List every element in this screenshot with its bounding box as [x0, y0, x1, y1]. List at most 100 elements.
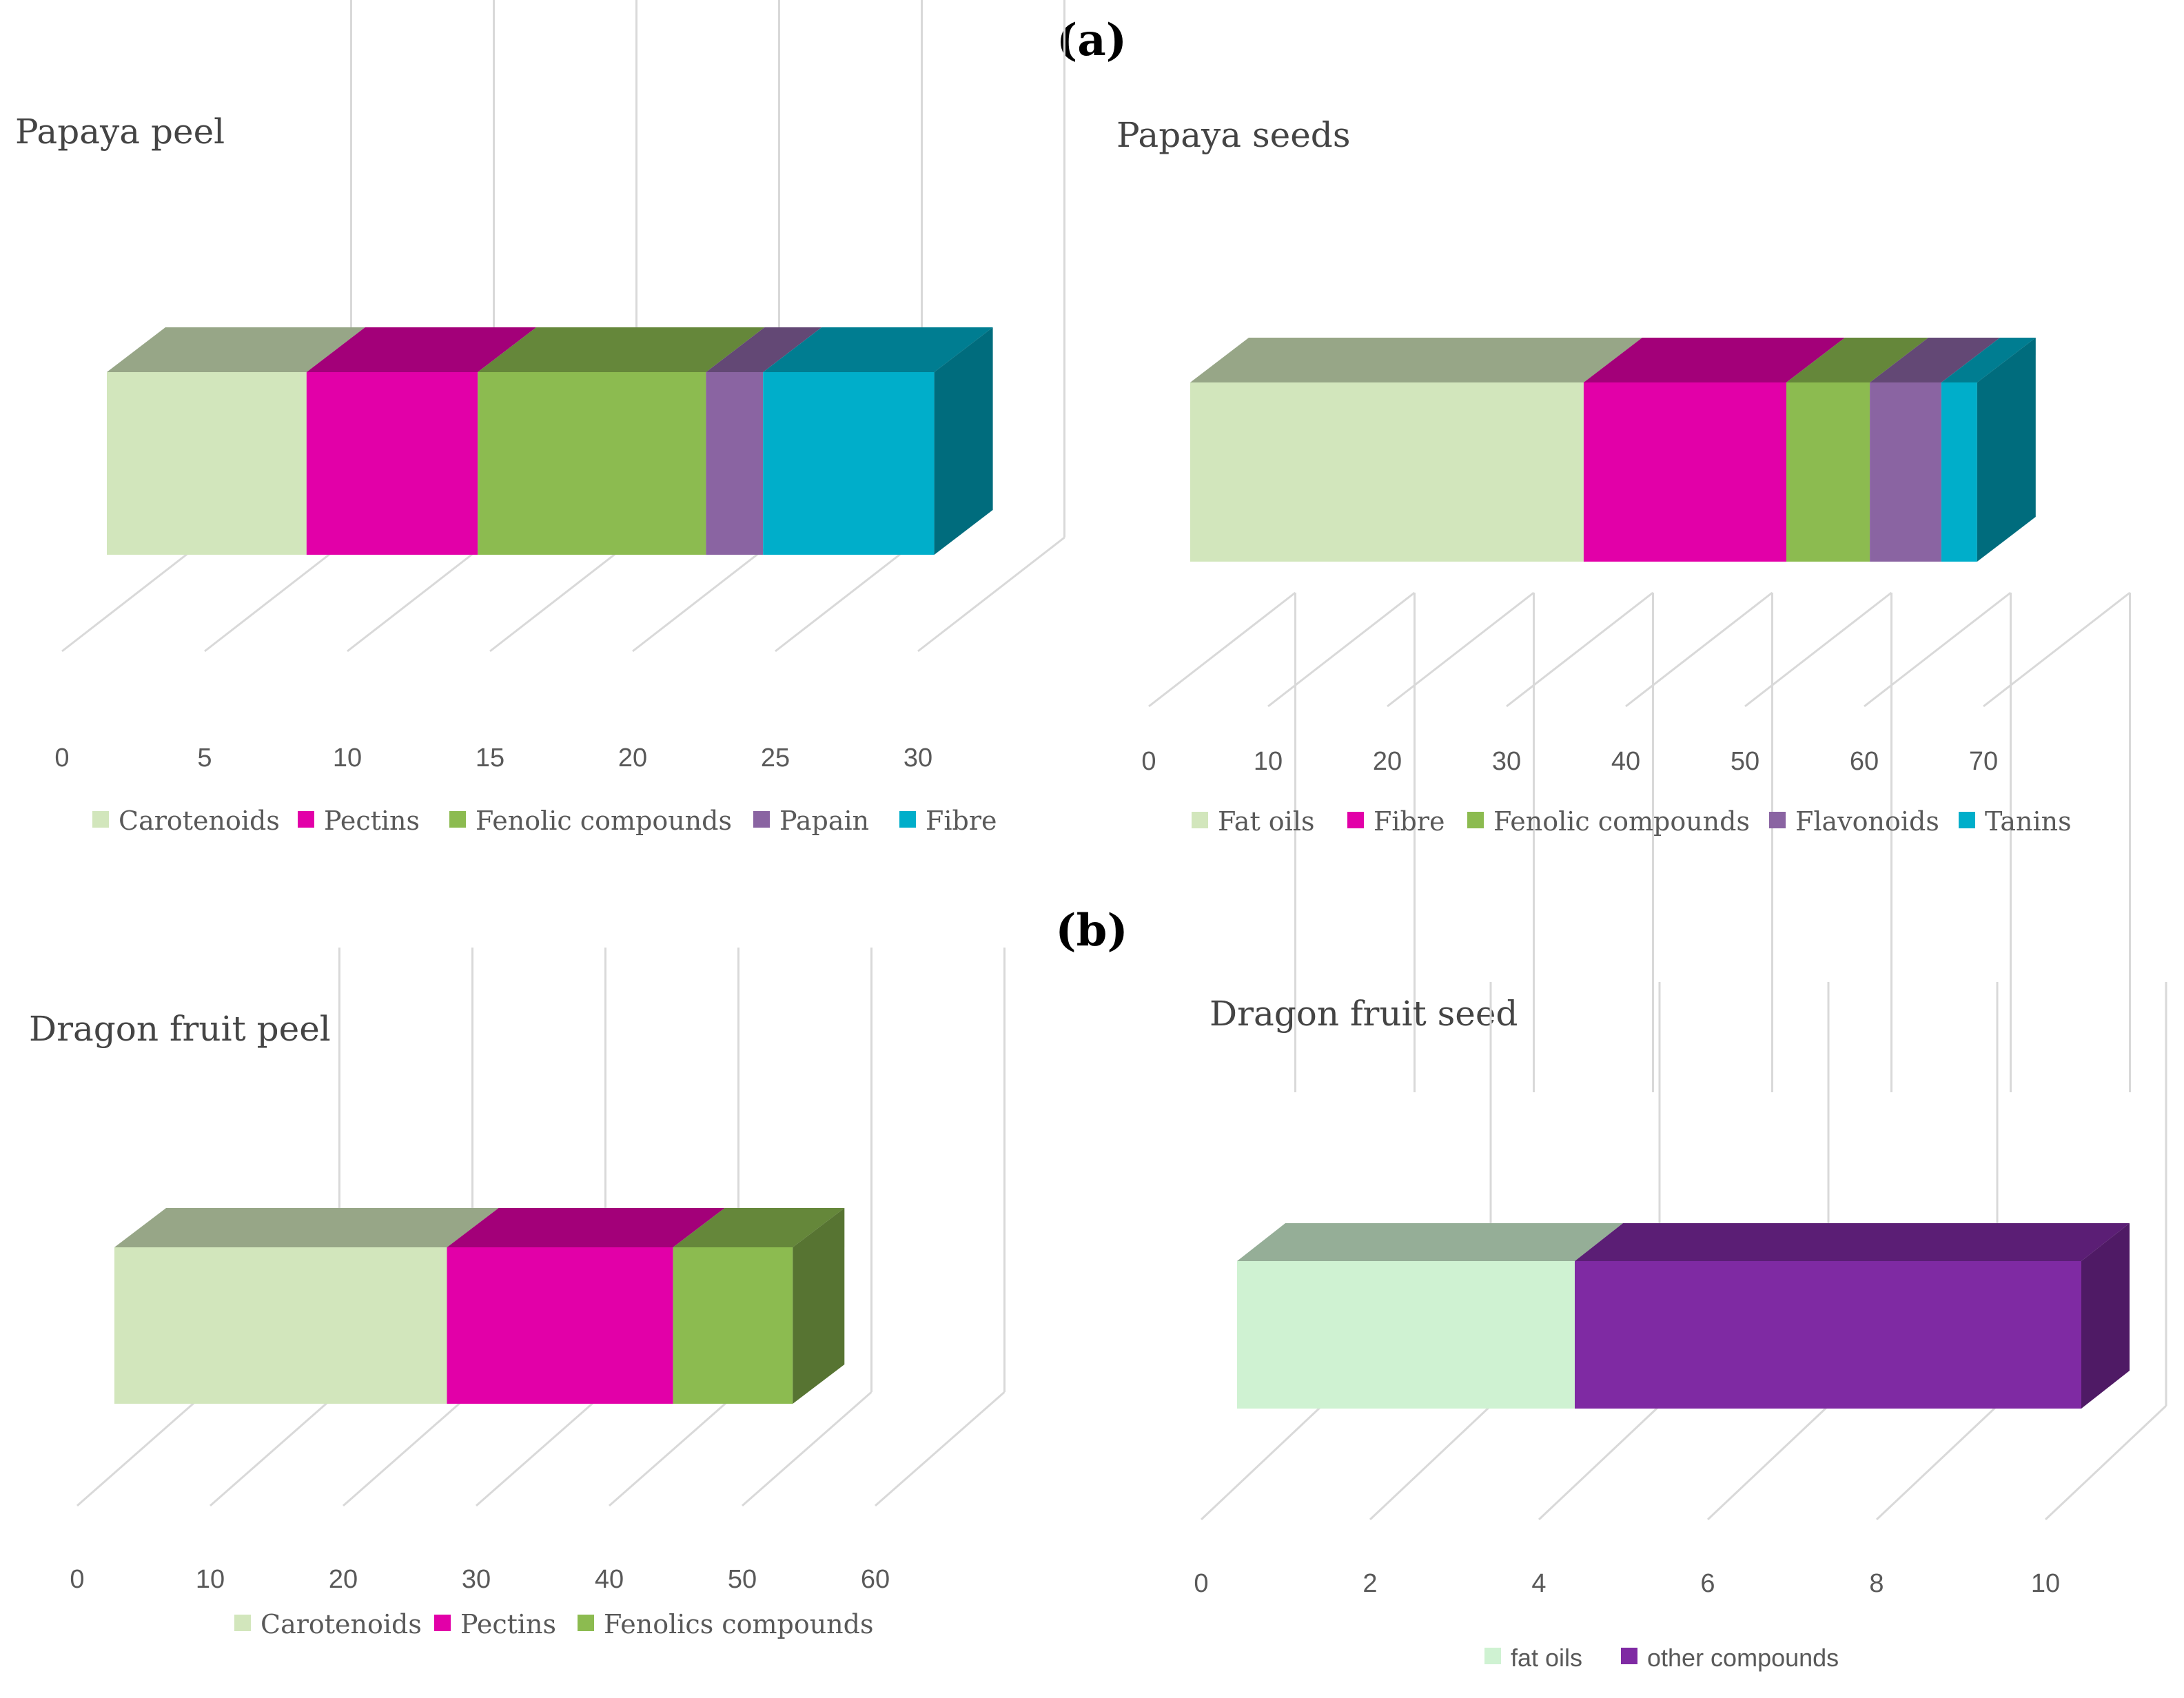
x-tick-label: 15	[476, 744, 504, 773]
x-tick-label: 60	[861, 1565, 890, 1594]
x-tick-label: 20	[1373, 747, 1402, 776]
gridline-floor	[347, 536, 495, 653]
bar-segment-pectins	[306, 372, 478, 555]
bar-segment-top-pectins	[306, 327, 537, 372]
gridline-floor	[1875, 1404, 1999, 1521]
bar-side-face	[793, 1208, 845, 1404]
gridline-floor	[1706, 1404, 1830, 1521]
x-tick-label: 6	[1700, 1569, 1715, 1598]
legend-label-fenolic-compounds: Fenolic compounds	[476, 806, 732, 836]
legend-label-fibre: Fibre	[926, 806, 997, 836]
chart-papaya-seeds: Papaya seeds 0 10 20 30 40 50 60 70 Fat oils Fibre…	[1116, 115, 2131, 1092]
x-tick-label: 10	[2031, 1569, 2060, 1598]
legend-label-tanins: Tanins	[1985, 806, 2072, 837]
x-tick-label: 10	[333, 744, 362, 773]
x-tick-label: 8	[1869, 1569, 1884, 1598]
x-tick-label: 60	[1850, 747, 1879, 776]
bar-segment-top-other-compounds	[1575, 1223, 2130, 1261]
bar-segment-top-fibre	[763, 327, 993, 372]
bar-segment-tanins	[1941, 382, 1977, 562]
bar-segment-top-fat-oils	[1237, 1223, 1623, 1261]
bar-segment-fibre	[763, 372, 935, 555]
gridline-floor	[1369, 1404, 1492, 1521]
bar-segment-top-carotenoids	[114, 1208, 499, 1247]
x-tick-label: 20	[329, 1565, 358, 1594]
bar-segment-fat-oils	[1190, 382, 1584, 562]
legend-swatch-fat-oils	[1484, 1648, 1501, 1664]
bar-segment-carotenoids	[114, 1247, 447, 1404]
x-tick-label: 20	[618, 744, 647, 773]
bar-segment-fenolic-compounds	[1786, 382, 1870, 562]
x-tick-label: 2	[1363, 1569, 1377, 1598]
bar-segment-other-compounds	[1575, 1261, 2081, 1409]
x-tick-label: 0	[54, 744, 69, 773]
gridline-floor	[1864, 591, 2012, 708]
gridline-floor	[609, 1391, 739, 1507]
gridline-floor	[917, 536, 1065, 653]
legend-swatch-other-compounds	[1621, 1648, 1637, 1664]
legend-swatch-flavonoids	[1769, 812, 1786, 828]
gridline-floor	[343, 1391, 473, 1507]
bar-segment-fat-oils	[1237, 1261, 1575, 1409]
bar-segment-top-papain	[706, 327, 822, 372]
x-tick-label: 30	[1492, 747, 1521, 776]
gridline-floor	[1506, 591, 1654, 708]
gridline-floor	[2044, 1404, 2167, 1521]
x-tick-label: 10	[1254, 747, 1283, 776]
x-tick-label: 0	[1141, 747, 1156, 776]
chart-dragon-fruit-peel: Dragon fruit peel 0 10 20 30 40 50 60 Carotenoid…	[29, 948, 1006, 1639]
bar-segment-fenolics-compounds	[673, 1247, 793, 1404]
bar-segment-pectins	[447, 1247, 673, 1404]
x-tick-label: 10	[196, 1565, 225, 1594]
gridline-floor	[476, 1391, 606, 1507]
legend-label-fenolics-compounds: Fenolics compounds	[604, 1609, 873, 1639]
chart-dragon-fruit-seed: Dragon fruit seed 0 2 4 6 8 10 fat oils other co…	[1194, 982, 2167, 1672]
legend-label-pectins: Pectins	[324, 806, 420, 836]
legend-label-fat-oils: fat oils	[1511, 1644, 1582, 1672]
gridline-floor	[61, 536, 210, 653]
bar-segment-top-fenolic-compounds	[478, 327, 765, 372]
legend-swatch-fibre	[899, 811, 916, 828]
gridline-floor	[489, 536, 637, 653]
gridline-floor	[742, 1391, 872, 1507]
legend-label-fibre: Fibre	[1374, 806, 1445, 837]
chart-title: Papaya peel	[15, 112, 225, 152]
bar-segment-carotenoids	[107, 372, 307, 555]
bar-segment-flavonoids	[1870, 382, 1941, 562]
legend-label-fat-oils: Fat oils	[1218, 806, 1314, 837]
x-tick-label: 4	[1531, 1569, 1546, 1598]
gridline-floor	[875, 1391, 1006, 1507]
legend-swatch-fenolic-compounds	[1467, 812, 1484, 828]
chart-title: Dragon fruit seed	[1210, 994, 1518, 1034]
bar-segment-top-carotenoids	[107, 327, 365, 372]
x-tick-label: 30	[904, 744, 932, 773]
panel-label-a: (a)	[1057, 14, 1127, 66]
gridline-floor	[1267, 591, 1416, 708]
bar-segment-top-fenolic-compounds	[1786, 338, 1929, 382]
gridline-floor	[1625, 591, 1773, 708]
legend-swatch-papain	[753, 811, 770, 828]
x-tick-label: 25	[761, 744, 790, 773]
bar-side-face	[2081, 1223, 2130, 1409]
gridline-floor	[775, 536, 923, 653]
x-tick-label: 0	[70, 1565, 84, 1594]
bar-segment-fenolic-compounds	[478, 372, 706, 555]
chart-title: Papaya seeds	[1116, 115, 1350, 155]
gridline-floor	[210, 1391, 340, 1507]
gridline-floor	[1744, 591, 1892, 708]
x-tick-label: 0	[1194, 1569, 1208, 1598]
legend-label-carotenoids: Carotenoids	[261, 1609, 422, 1639]
legend-swatch-fenolics-compounds	[578, 1615, 594, 1631]
legend-swatch-tanins	[1959, 812, 1975, 828]
bar-segment-top-pectins	[447, 1208, 725, 1247]
legend-label-pectins: Pectins	[460, 1609, 556, 1639]
x-tick-label: 40	[595, 1565, 624, 1594]
gridline-floor	[1387, 591, 1535, 708]
bar-side-face	[1977, 338, 2036, 562]
gridline-floor	[204, 536, 352, 653]
legend-swatch-pectins	[298, 811, 314, 828]
gridline-floor	[1148, 591, 1296, 708]
bar-segment-top-fat-oils	[1190, 338, 1642, 382]
legend-swatch-pectins	[434, 1615, 451, 1631]
